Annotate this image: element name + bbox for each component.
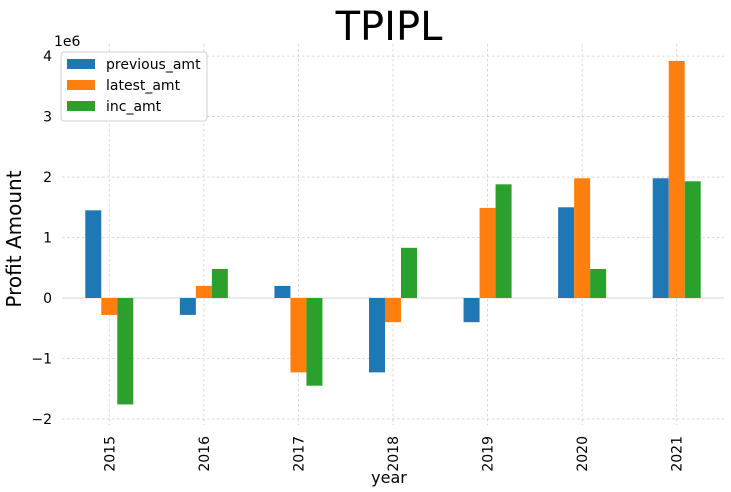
bar-previous_amt-2019 (463, 298, 480, 323)
y-tick-label: 2 (43, 170, 52, 186)
y-axis-label: Profit Amount (2, 170, 26, 307)
legend-label-previous_amt: previous_amt (106, 57, 201, 73)
bar-latest_amt-2018 (385, 298, 401, 323)
y-tick-label: 3 (43, 110, 52, 126)
bar-previous_amt-2016 (179, 298, 196, 315)
y-tick-label: 4 (43, 49, 52, 65)
chart-title: TPIPL (335, 4, 443, 50)
bar-inc_amt-2020 (590, 268, 607, 298)
legend-swatch-previous_amt (67, 59, 95, 69)
bar-latest_amt-2015 (101, 298, 118, 315)
x-tick-label: 2018 (386, 436, 402, 472)
x-tick-labels: 2015 2016 2017 2018 2019 2020 2021 (102, 436, 685, 472)
bar-previous_amt-2021 (652, 178, 669, 298)
y-tick-label: 0 (43, 291, 52, 307)
bar-previous_amt-2020 (558, 207, 575, 298)
legend-frame (60, 51, 208, 122)
legend-swatch-inc_amt (67, 101, 95, 111)
bar-inc_amt-2018 (401, 247, 417, 298)
bar-previous_amt-2017 (274, 285, 291, 298)
bar-latest_amt-2021 (668, 60, 685, 298)
x-tick-label: 2020 (575, 436, 591, 472)
bar-previous_amt-2015 (85, 210, 102, 298)
legend: previous_amt latest_amt inc_amt (60, 51, 208, 122)
bar-latest_amt-2016 (195, 285, 212, 298)
x-tick-label: 2021 (670, 436, 686, 472)
y-tick-label: 1 (43, 231, 52, 247)
bar-inc_amt-2021 (684, 181, 701, 298)
bar-inc_amt-2017 (306, 298, 323, 386)
x-axis-label: year (371, 468, 407, 487)
bar-latest_amt-2017 (290, 298, 307, 373)
bar-inc_amt-2015 (117, 298, 134, 405)
bar-latest_amt-2019 (479, 207, 496, 298)
bar-inc_amt-2016 (211, 268, 228, 298)
x-tick-label: 2016 (197, 436, 213, 472)
legend-label-inc_amt: inc_amt (106, 99, 162, 115)
y-offset-text: 1e6 (54, 34, 81, 50)
bars (85, 60, 701, 405)
y-tick-labels: −2 −1 0 1 2 3 4 (31, 49, 52, 428)
x-tick-label: 2019 (481, 436, 497, 472)
x-tick-label: 2015 (102, 436, 118, 472)
legend-label-latest_amt: latest_amt (106, 78, 181, 94)
bar-previous_amt-2018 (369, 298, 385, 373)
y-tick-label: −1 (31, 351, 52, 367)
bar-latest_amt-2020 (574, 178, 591, 298)
y-tick-label: −2 (31, 412, 52, 428)
x-tick-label: 2017 (291, 436, 307, 472)
bar-inc_amt-2019 (495, 184, 512, 298)
legend-swatch-latest_amt (67, 80, 95, 90)
